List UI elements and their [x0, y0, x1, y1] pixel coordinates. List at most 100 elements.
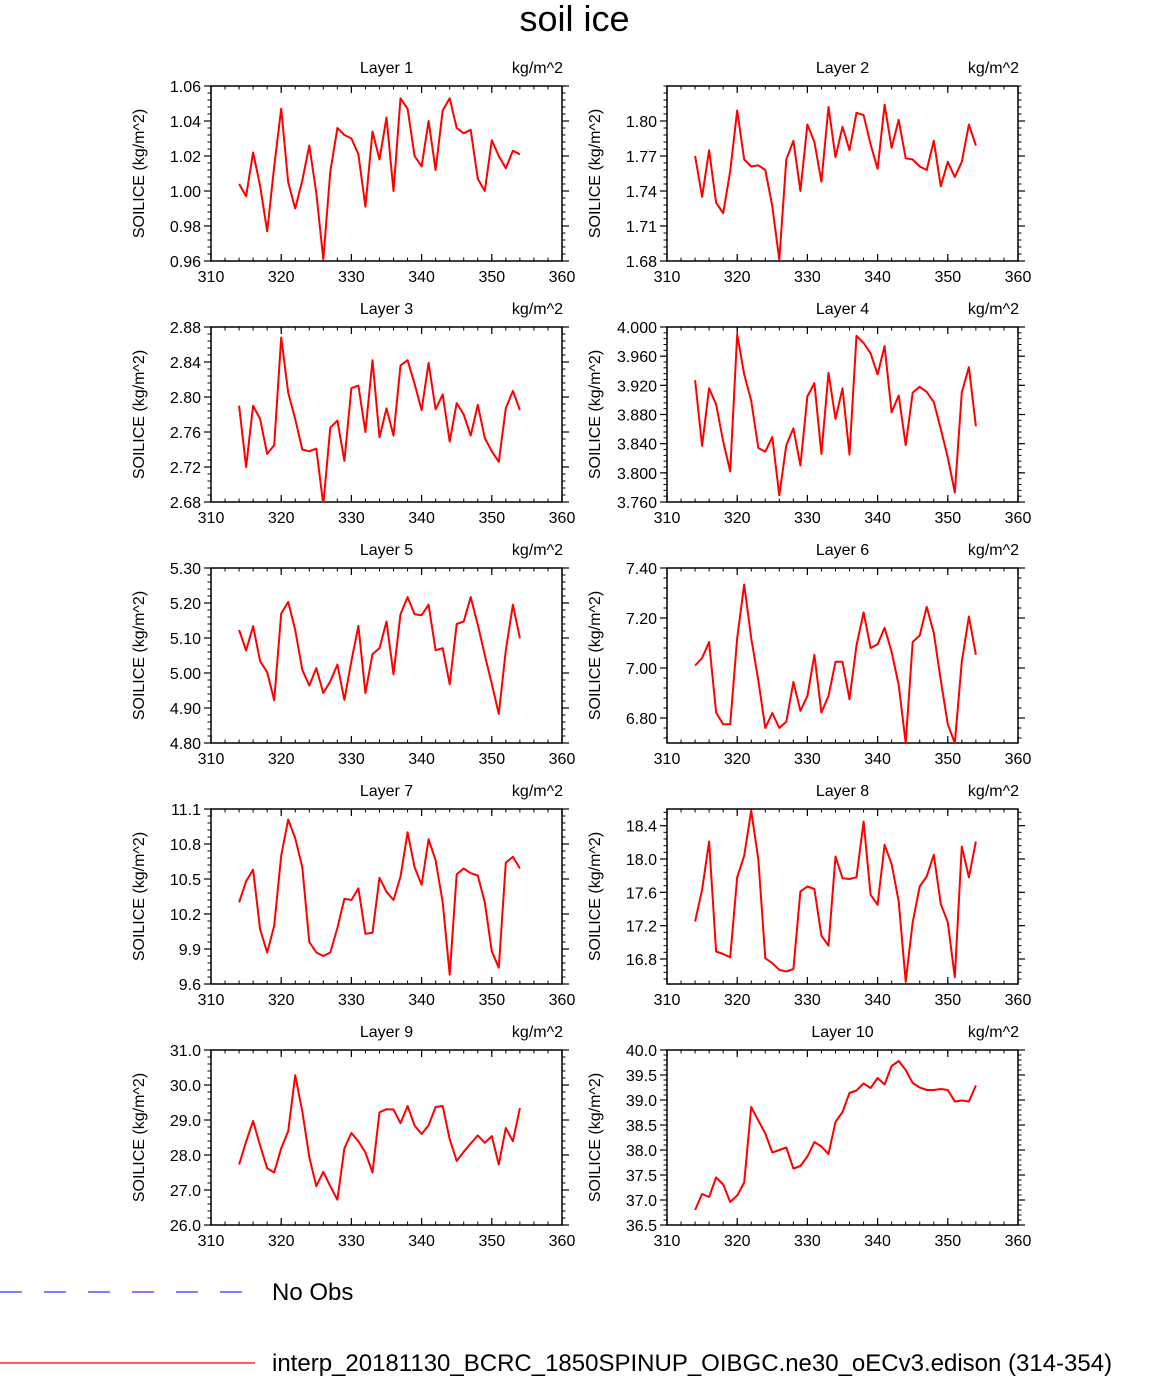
- y-tick-label: 1.68: [626, 254, 657, 271]
- legend-no-obs-label: No Obs: [272, 1279, 354, 1306]
- x-tick-label: 360: [1005, 992, 1032, 1009]
- panel-layer-10: 310 320 330 340 350 360 36.5 37.0 37.5 38.0 38.5 39…: [587, 1024, 1031, 1250]
- y-tick-label: 37.5: [626, 1168, 657, 1185]
- series-line: [694, 583, 977, 743]
- x-tick-label: 350: [934, 992, 961, 1009]
- series-line: [238, 336, 521, 502]
- legend: [0, 1291, 255, 1364]
- x-tick-label: 350: [934, 1233, 961, 1250]
- x-tick-label: 340: [408, 269, 435, 286]
- series-line: [694, 1060, 977, 1211]
- panel-title: Layer 3: [360, 301, 413, 318]
- series-line: [238, 818, 521, 976]
- plot-frame: [666, 567, 1019, 744]
- y-tick-label: 2.80: [170, 390, 201, 407]
- figure-title: soil ice: [519, 0, 630, 39]
- y-tick-label: 39.0: [626, 1093, 657, 1110]
- x-tick-label: 340: [864, 269, 891, 286]
- x-tick-label: 310: [198, 269, 225, 286]
- y-tick-label: 1.00: [170, 184, 201, 201]
- panel-units: kg/m^2: [968, 1024, 1019, 1041]
- y-tick-label: 1.74: [626, 184, 657, 201]
- panel-units: kg/m^2: [968, 301, 1019, 318]
- panel-layer-2: 310 320 330 340 350 360 1.68 1.71 1.74 1.77 1.80 La…: [587, 60, 1031, 286]
- x-tick-label: 330: [794, 510, 821, 527]
- y-tick-label: 1.02: [170, 149, 201, 166]
- panel-layer-3: 310 320 330 340 350 360 2.68 2.72 2.76 2.80 2.84 2.…: [131, 301, 575, 527]
- y-axis-label: SOILICE (kg/m^2): [131, 1073, 148, 1202]
- y-tick-label: 18.4: [626, 819, 657, 836]
- y-tick-label: 2.76: [170, 425, 201, 442]
- y-tick-label: 1.04: [170, 114, 201, 131]
- x-tick-label: 360: [549, 992, 576, 1009]
- x-tick-label: 340: [408, 751, 435, 768]
- x-tick-label: 340: [864, 751, 891, 768]
- x-tick-label: 360: [1005, 1233, 1032, 1250]
- y-tick-label: 30.0: [170, 1078, 201, 1095]
- plot-frame: [666, 326, 1019, 503]
- y-tick-label: 10.2: [170, 907, 201, 924]
- x-tick-label: 320: [724, 751, 751, 768]
- x-tick-label: 340: [408, 510, 435, 527]
- x-tick-label: 330: [794, 269, 821, 286]
- y-tick-label: 36.5: [626, 1218, 657, 1235]
- panel-title: Layer 5: [360, 542, 413, 559]
- y-tick-label: 3.840: [617, 437, 657, 454]
- x-tick-label: 320: [268, 510, 295, 527]
- x-tick-label: 360: [549, 269, 576, 286]
- y-tick-label: 27.0: [170, 1183, 201, 1200]
- y-tick-label: 5.20: [170, 596, 201, 613]
- y-tick-label: 3.760: [617, 495, 657, 512]
- x-tick-label: 320: [268, 1233, 295, 1250]
- x-tick-label: 310: [198, 1233, 225, 1250]
- y-tick-label: 5.00: [170, 666, 201, 683]
- x-tick-label: 350: [934, 510, 961, 527]
- y-tick-label: 2.84: [170, 355, 201, 372]
- y-tick-label: 9.9: [179, 942, 201, 959]
- panel-units: kg/m^2: [512, 60, 563, 77]
- plot-frame: [666, 808, 1019, 985]
- x-tick-label: 310: [198, 510, 225, 527]
- panel-title: Layer 1: [360, 60, 413, 77]
- y-tick-label: 38.0: [626, 1143, 657, 1160]
- x-tick-label: 330: [338, 1233, 365, 1250]
- x-tick-label: 340: [408, 992, 435, 1009]
- y-tick-label: 29.0: [170, 1113, 201, 1130]
- y-tick-label: 3.920: [617, 378, 657, 395]
- series-line: [238, 1074, 521, 1201]
- y-axis-label: SOILICE (kg/m^2): [587, 350, 604, 479]
- x-tick-label: 360: [549, 510, 576, 527]
- y-tick-label: 31.0: [170, 1043, 201, 1060]
- y-axis-label: SOILICE (kg/m^2): [587, 109, 604, 238]
- y-tick-label: 11.1: [171, 802, 201, 819]
- x-tick-label: 360: [1005, 269, 1032, 286]
- x-tick-label: 360: [549, 751, 576, 768]
- x-tick-label: 310: [198, 992, 225, 1009]
- x-tick-label: 360: [1005, 510, 1032, 527]
- panel-units: kg/m^2: [512, 783, 563, 800]
- y-tick-label: 39.5: [626, 1068, 657, 1085]
- y-tick-label: 26.0: [170, 1218, 201, 1235]
- y-tick-label: 2.88: [170, 320, 201, 337]
- plot-frame: [666, 1049, 1019, 1226]
- x-tick-label: 320: [724, 1233, 751, 1250]
- panel-units: kg/m^2: [512, 1024, 563, 1041]
- x-tick-label: 320: [268, 992, 295, 1009]
- x-tick-label: 320: [268, 269, 295, 286]
- y-tick-label: 5.30: [170, 561, 201, 578]
- panel-units: kg/m^2: [512, 542, 563, 559]
- y-axis-label: SOILICE (kg/m^2): [131, 832, 148, 961]
- x-tick-label: 310: [198, 751, 225, 768]
- panel-layer-6: 310 320 330 340 350 360 6.80 7.00 7.20 7.40 Layer …: [587, 542, 1031, 768]
- panel-layer-4: 310 320 330 340 350 360 3.760 3.800 3.840 3.880 3.…: [587, 301, 1031, 527]
- y-tick-label: 1.06: [170, 79, 201, 96]
- plot-frame: [210, 1049, 563, 1226]
- panel-units: kg/m^2: [968, 60, 1019, 77]
- series-line: [238, 97, 521, 261]
- plot-frame: [210, 808, 563, 985]
- y-tick-label: 7.20: [626, 611, 657, 628]
- y-tick-label: 3.960: [617, 349, 657, 366]
- y-tick-label: 5.10: [170, 631, 201, 648]
- x-tick-label: 320: [724, 510, 751, 527]
